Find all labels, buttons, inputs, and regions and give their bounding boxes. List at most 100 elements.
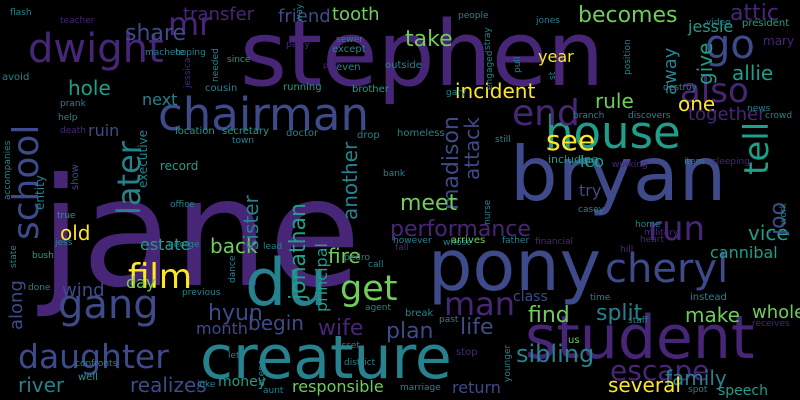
word-hoping: hoping [175, 48, 206, 58]
word-end: end [512, 93, 580, 134]
word-back: back [210, 234, 258, 258]
word-home: home [635, 220, 661, 230]
word-way: way [295, 3, 305, 22]
word-prank: prank [60, 99, 87, 109]
word-sleeping: sleeping [712, 157, 750, 167]
word-father: father [502, 236, 529, 246]
word-confronts: confronts [75, 359, 118, 369]
word-money: money [218, 374, 266, 390]
word-make: make [685, 303, 740, 327]
word-later: later [110, 140, 148, 215]
word-pull: pull [513, 57, 523, 73]
word-news: news [747, 104, 771, 114]
word-cannibal: cannibal [710, 243, 778, 262]
word-previous: previous [182, 288, 221, 298]
word-item: item [684, 157, 704, 167]
word-still: still [495, 135, 511, 145]
word-state: state [9, 245, 19, 268]
word-lead: lead [263, 242, 282, 252]
word-hyun: hyun [208, 301, 263, 326]
word-brother: brother [352, 84, 390, 95]
word-begin: begin [248, 311, 304, 335]
word-performance: performance [390, 217, 531, 242]
word-doctor: doctor [286, 128, 319, 139]
word-avoid: avoid [2, 72, 29, 83]
word-working: working [612, 160, 648, 170]
word-month: month [196, 319, 248, 338]
word-becomes: becomes [578, 3, 677, 28]
word-attic: attic [730, 1, 779, 26]
word-joo: joo [766, 202, 791, 236]
word-split: split [596, 301, 643, 326]
word-jessica: jessica [183, 58, 193, 89]
word-aunt: aunt [263, 386, 284, 396]
word-hill: hill [620, 245, 633, 255]
word-bush: bush [32, 251, 54, 261]
word-joke: joke [196, 380, 216, 390]
word-stephen: stephen [240, 2, 604, 107]
word-responsible: responsible [292, 377, 384, 396]
word-st: st [548, 71, 558, 80]
word-needed: needed [211, 48, 221, 82]
word-du: du [245, 246, 327, 321]
word-get: get [340, 269, 397, 309]
word-destroy: destroy [663, 83, 697, 93]
word-sewer: sewer [336, 35, 363, 45]
word-asset: asset [336, 341, 360, 351]
word-stray: stray [483, 27, 493, 50]
word-pony: pony [428, 225, 601, 307]
word-running: running [283, 82, 322, 93]
word-school: school [6, 125, 47, 240]
word-jane: jane [37, 147, 361, 321]
word-video: video [706, 18, 731, 28]
word-creature: creature [200, 323, 452, 393]
word-district: district [344, 358, 376, 368]
word-jess: jess [54, 238, 73, 248]
word-give: give [693, 43, 717, 85]
word-homeless: homeless [397, 128, 445, 139]
word-casey: casey [578, 205, 605, 215]
word-break: break [405, 308, 434, 319]
word-find: find [528, 303, 570, 328]
word-military: military [644, 228, 679, 238]
word-party: party [286, 40, 310, 50]
word-done: done [28, 283, 51, 293]
word-film: film [128, 257, 192, 297]
word-crowd: crowd [765, 111, 792, 121]
word-even: even [336, 62, 361, 73]
word-help: help [58, 113, 78, 123]
word-pedro: pedro [344, 253, 370, 263]
word-together: together [688, 104, 766, 125]
word-town: town [232, 136, 254, 146]
word-return: return [452, 378, 501, 397]
word-except: except [332, 44, 366, 55]
word-president: president [742, 18, 789, 29]
word-escape: escape [610, 354, 709, 387]
word-heart: heart [640, 235, 664, 245]
word-since: since [227, 55, 251, 65]
word-student: student [525, 303, 754, 373]
word-jonathan: jonathan [286, 203, 311, 301]
word-younger: younger [503, 345, 513, 382]
word-next: next [142, 90, 177, 109]
word-whole: whole [752, 302, 800, 323]
word-accompanies: accompanies [3, 140, 13, 200]
word-also: also [680, 71, 749, 111]
word-speech: speech [718, 383, 768, 399]
word-house: house [545, 106, 681, 159]
word-dance: dance [228, 255, 238, 283]
word-year: year [538, 47, 574, 66]
word-instead: instead [690, 292, 727, 303]
word-man: man [444, 285, 515, 323]
word-cheryl: cheryl [605, 246, 728, 292]
word-several: several [608, 373, 681, 397]
word-life: life [460, 315, 494, 340]
word-executive: executive [136, 130, 150, 188]
word-class: class [513, 289, 548, 305]
word-including: including [548, 153, 598, 166]
word-fire: fire [328, 244, 361, 268]
word-drop: drop [357, 130, 380, 141]
word-principal: principal [312, 243, 331, 312]
